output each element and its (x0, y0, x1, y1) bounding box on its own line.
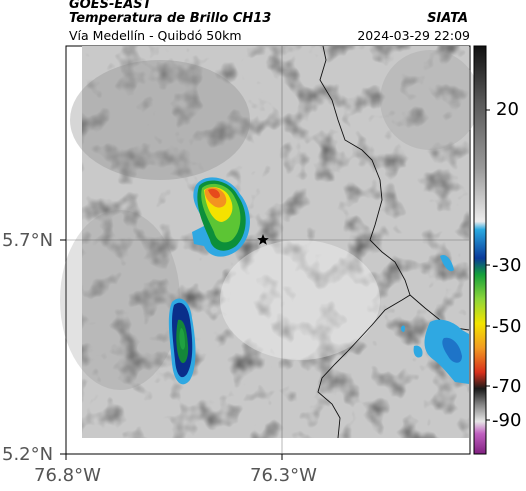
x-tick-76-8w: 76.8°W (34, 465, 101, 486)
y-tick-5-7n: 5.7°N (2, 230, 54, 251)
satellite-title: GOES-EAST (69, 0, 152, 12)
agency-label: SIATA (427, 11, 468, 26)
convective-cell-north (192, 177, 250, 257)
colorbar-tick-minus-30: -30 (492, 255, 522, 276)
brightness-field (60, 46, 480, 438)
colorbar-tick-minus-50: -50 (492, 316, 522, 337)
colorbar-tick-minus-90: -90 (492, 410, 522, 431)
region-label: Vía Medellín - Quibdó 50km (69, 28, 242, 43)
convective-cell-south (168, 298, 196, 385)
colorbar-tick-minus-70: -70 (492, 376, 522, 397)
colorbar (473, 45, 487, 455)
x-tick-76-3w: 76.3°W (250, 465, 317, 486)
product-title: Temperatura de Brillo CH13 (69, 11, 272, 26)
department-border (317, 45, 411, 439)
colorbar-tick-20: 20 (496, 99, 519, 120)
convective-cell-east (400, 254, 469, 384)
location-star-icon (257, 234, 269, 245)
datetime-label: 2024-03-29 22:09 (357, 28, 470, 43)
y-tick-5-2n: 5.2°N (2, 444, 54, 465)
